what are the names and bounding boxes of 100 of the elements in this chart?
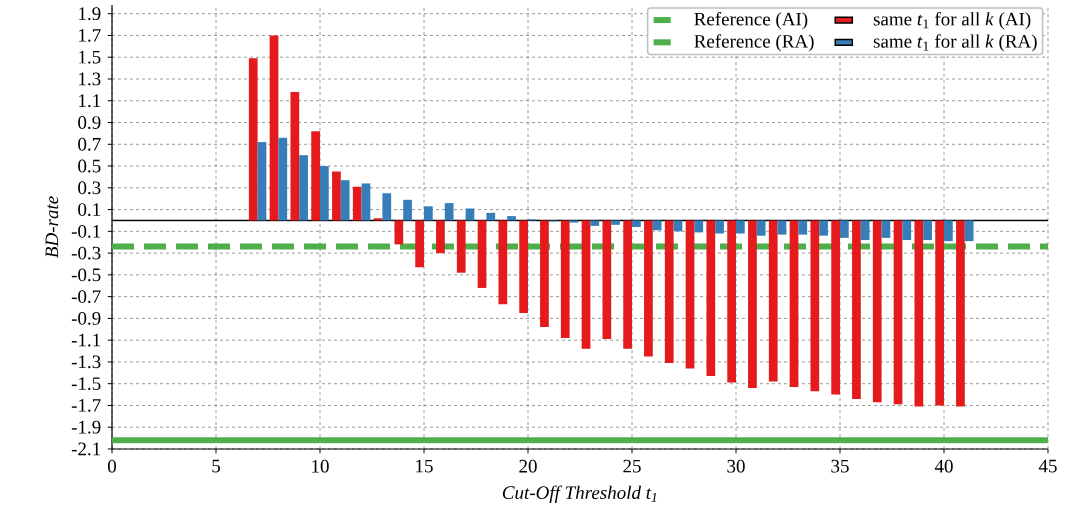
bar: [914, 220, 924, 407]
y-tick-label: 0.5: [78, 159, 101, 173]
bar: [456, 220, 466, 273]
y-tick-label: 1.1: [79, 94, 101, 108]
bar: [540, 220, 549, 328]
y-tick-label: -0.5: [71, 268, 101, 282]
bar: [507, 216, 516, 221]
bar: [248, 58, 258, 221]
bar: [465, 208, 475, 221]
y-tick-label: -1.5: [71, 377, 101, 391]
bar: [860, 220, 870, 241]
y-tick-label: -1.1: [71, 333, 101, 347]
y-tick-label: 1.7: [79, 29, 101, 42]
bar: [560, 220, 570, 338]
bar: [340, 180, 350, 221]
bar: [881, 220, 891, 238]
y-tick-label: -0.9: [71, 311, 101, 325]
y-tick-label: -0.1: [71, 224, 101, 238]
bar: [798, 220, 808, 235]
bar: [715, 220, 724, 234]
bar: [777, 220, 787, 235]
bar: [486, 212, 496, 221]
y-axis-title: BD-rate: [45, 196, 59, 258]
bar: [706, 220, 716, 377]
y-tick-label: 1.3: [79, 72, 101, 86]
bar: [519, 220, 529, 313]
y-tick-label: -1.9: [71, 420, 101, 434]
bar: [694, 220, 704, 233]
y-tick-label: -1.3: [71, 355, 101, 369]
bar: [852, 220, 861, 399]
bar: [810, 220, 820, 392]
bar: [444, 203, 454, 221]
bar: [352, 186, 362, 221]
bar: [840, 220, 849, 238]
x-tick-label: 15: [416, 459, 433, 473]
x-tick-label: 45: [1038, 459, 1057, 473]
bar: [632, 220, 641, 227]
bar: [923, 220, 932, 241]
y-tick-label: 0.1: [78, 203, 101, 217]
bar: [768, 220, 778, 382]
bar: [956, 220, 965, 407]
x-tick-label: 5: [212, 459, 221, 473]
legend-label: Reference (RA): [694, 34, 814, 52]
bar: [964, 220, 974, 242]
y-tick-label: 1.9: [79, 7, 101, 21]
bar: [756, 220, 766, 236]
bar: [332, 171, 341, 221]
y-tick-label: 0.7: [78, 137, 101, 151]
bar: [872, 220, 882, 403]
bar: [831, 220, 840, 395]
bar: [257, 142, 267, 221]
legend-label: same t$_{1}$ for all k (RA): [873, 34, 1037, 52]
bar: [736, 220, 745, 234]
y-tick-label: 1.5: [79, 50, 101, 64]
bar: [403, 199, 412, 221]
bar: [611, 220, 620, 225]
bar: [394, 220, 404, 245]
x-tick-label: 20: [519, 459, 537, 473]
x-tick-label: 10: [312, 459, 329, 473]
bar: [436, 220, 445, 254]
legend-label: Reference (AI): [694, 11, 808, 30]
bar: [477, 220, 487, 288]
bar: [290, 92, 300, 221]
bar: [727, 220, 736, 383]
y-tick-label: -2.1: [71, 442, 101, 456]
bar: [673, 220, 683, 232]
bar: [569, 220, 579, 223]
bar: [893, 220, 903, 405]
bar: [602, 220, 612, 340]
y-tick-label: -0.7: [71, 290, 101, 304]
x-tick-label: 35: [831, 459, 849, 473]
bar: [664, 220, 674, 364]
x-axis-title: Cut-Off Threshold t$_{1}$: [502, 485, 657, 503]
bar: [748, 220, 757, 389]
y-tick-label: 0.3: [78, 181, 101, 195]
bar: [789, 220, 799, 387]
y-tick-label: -1.7: [71, 399, 101, 412]
y-tick-label: -0.3: [71, 246, 101, 260]
bar: [382, 193, 392, 221]
bar: [361, 183, 371, 221]
bar: [424, 206, 433, 221]
bar: [652, 220, 662, 231]
legend-label: same t$_{1}$ for all k (AI): [873, 11, 1031, 30]
bar: [644, 220, 653, 357]
bar: [819, 220, 828, 236]
bar: [278, 137, 288, 221]
bar: [311, 131, 321, 221]
x-tick-label: 40: [934, 459, 953, 473]
bar: [944, 220, 953, 242]
bar: [935, 220, 944, 406]
bar: [269, 35, 279, 221]
bar: [902, 220, 912, 241]
bar: [581, 220, 591, 349]
y-tick-label: 0.9: [78, 116, 101, 129]
bar: [415, 220, 425, 268]
bar: [299, 155, 308, 221]
bar: [685, 220, 695, 369]
x-tick-label: 30: [727, 459, 745, 473]
bar: [590, 220, 600, 226]
bar: [320, 166, 329, 221]
